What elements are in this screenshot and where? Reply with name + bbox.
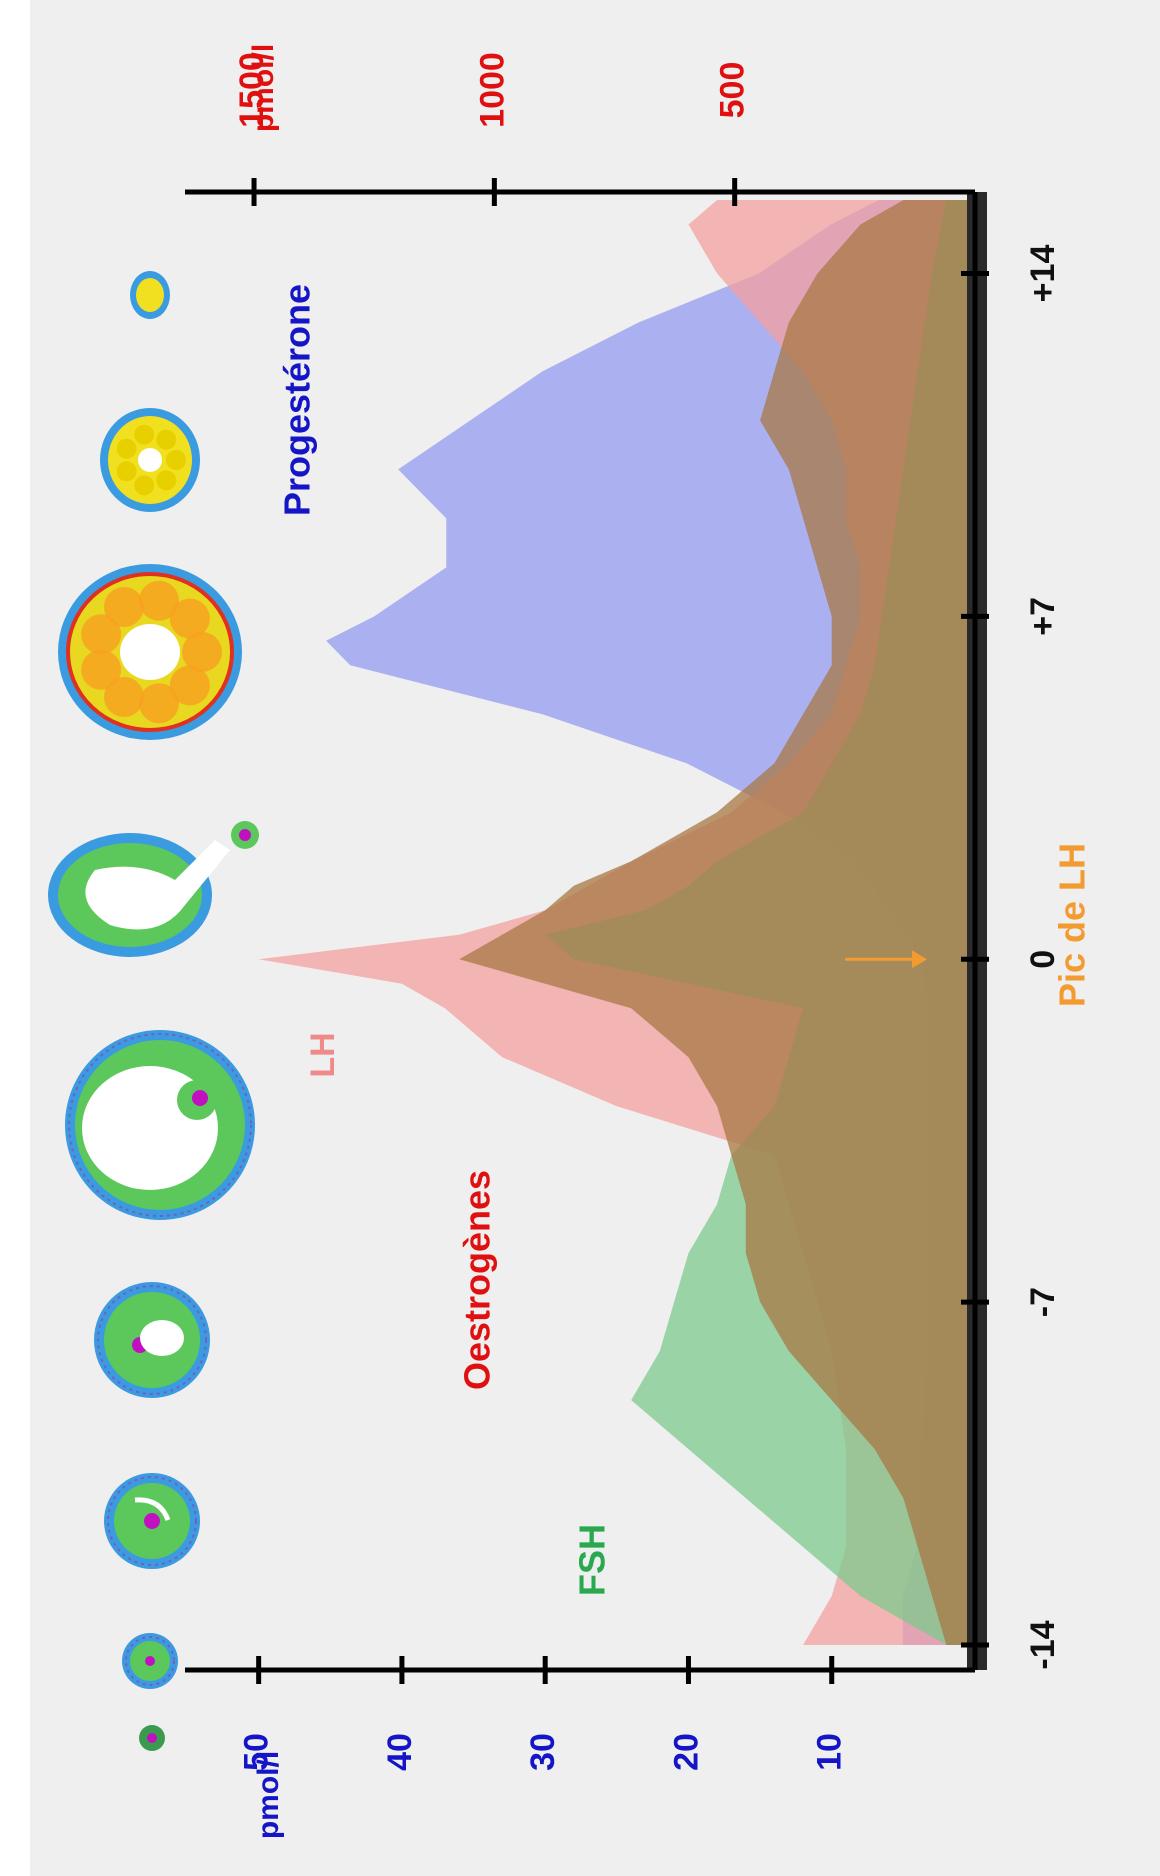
x-tick-label: -14 [1024,1620,1062,1669]
follicle-secondary-icon [104,1473,200,1569]
label-lh-peak: Pic de LH [1052,843,1093,1007]
x-tick-label: +7 [1024,597,1062,636]
right-tick-label: 1000 [473,52,511,128]
lh-peak-arrow-head [912,950,927,969]
x-tick-label: 0 [1024,950,1062,969]
left-tick-label: 50 [238,1733,276,1771]
x-tick-label: -7 [1024,1287,1062,1317]
follicle-antral-icon [94,1282,210,1398]
right-tick-label: 1500 [233,52,271,128]
corpus-luteum-icon [58,564,242,740]
corpus-albicans-icon [130,271,170,319]
series-area-oestrogenes [459,200,975,1645]
left-unit-label: pmol/l [252,1751,285,1839]
label-oestrogenes: Oestrogènes [457,1170,498,1390]
lh-peak-arrow [845,950,927,969]
follicle-graafian-icon [65,1030,255,1220]
label-progesterone: Progestérone [277,284,318,516]
right-unit-label: pmol/l [247,44,280,132]
left-tick-label: 10 [811,1733,849,1771]
follicle-primary-icon [122,1633,178,1689]
corpus-luteum-regressing-icon [100,408,200,512]
left-tick-label: 40 [381,1733,419,1771]
left-tick-label: 30 [524,1733,562,1771]
x-tick-label: +14 [1024,245,1062,303]
label-lh: LH [304,1032,342,1077]
follicle-primordial-icon [139,1725,165,1751]
label-fsh: FSH [572,1524,613,1596]
right-tick-label: 500 [714,62,752,119]
series-area-progesterone [326,200,976,1645]
ovulation-icon [48,821,259,957]
left-tick-label: 20 [667,1733,705,1771]
